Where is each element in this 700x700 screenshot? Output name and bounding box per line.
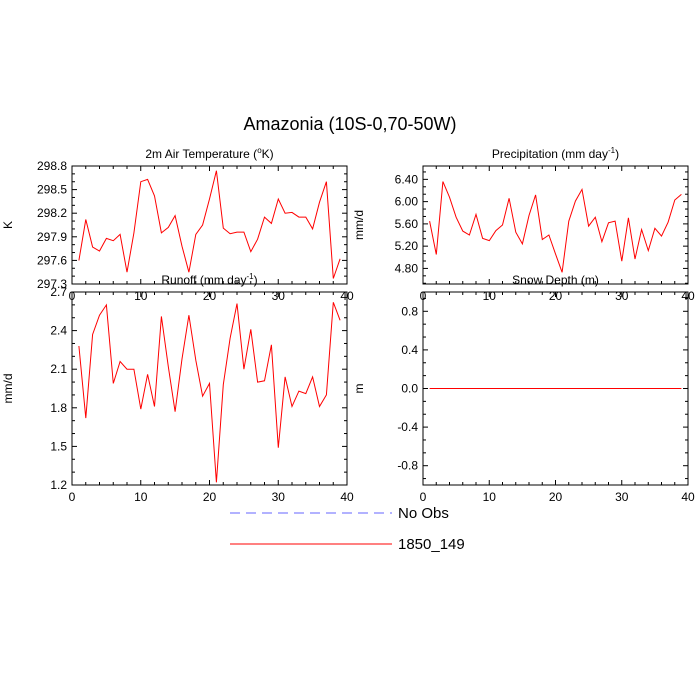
- air-temperature-ylabel: K: [1, 221, 15, 229]
- legend-label-1850-149: 1850_149: [398, 536, 465, 553]
- runoff-xtick-label: 10: [134, 490, 148, 504]
- snow-depth-xtick-label: 0: [420, 490, 427, 504]
- air-temperature-ytick-label: 298.8: [37, 159, 67, 173]
- panels-group: 2m Air Temperature (oK) K 0 10 20 30 40 297.3 29…: [1, 146, 695, 504]
- runoff-series-line: [78, 302, 341, 483]
- panel-air-temperature: 2m Air Temperature (oK)K010203040297.329…: [1, 146, 354, 303]
- snow-depth-ytick-label: 0.8: [401, 304, 418, 318]
- runoff-xtick-label: 0: [69, 490, 76, 504]
- snow-depth-xtick-label: 30: [615, 490, 629, 504]
- legend-label-no-obs: No Obs: [398, 505, 449, 522]
- precipitation-ytick-label: 6.00: [395, 195, 419, 209]
- precipitation-ylabel: mm/d: [352, 210, 366, 240]
- snow-depth-xtick-label: 10: [483, 490, 497, 504]
- precipitation-ytick-label: 4.80: [395, 261, 419, 275]
- runoff-ytick-label: 1.5: [50, 439, 67, 453]
- snow-depth-xtick-label: 40: [681, 490, 695, 504]
- main-title: Amazonia (10S-0,70-50W): [243, 114, 456, 134]
- runoff-title: Runoff (mm day-1): [161, 272, 257, 287]
- precipitation-title: Precipitation (mm day-1): [492, 146, 619, 161]
- runoff-ytick-label: 1.8: [50, 401, 67, 415]
- air-temperature-ytick-label: 297.9: [37, 230, 67, 244]
- runoff-xtick-label: 30: [272, 490, 286, 504]
- runoff-ytick-label: 2.7: [50, 285, 67, 299]
- runoff-ylabel: mm/d: [1, 374, 15, 404]
- precipitation-ytick-label: 5.60: [395, 217, 419, 231]
- air-temperature-ytick-label: 298.2: [37, 206, 67, 220]
- runoff-xtick-label: 20: [203, 490, 217, 504]
- precipitation-ytick-label: 5.20: [395, 239, 419, 253]
- air-temperature-ytick-label: 297.6: [37, 253, 67, 267]
- runoff-xtick-label: 40: [340, 490, 354, 504]
- panel-snow-depth: Snow Depth (m) m 0 10 20 30 40 -0.8 -0.4 0.0 0.4 0.…: [352, 273, 695, 504]
- air-temperature-frame: [71, 165, 348, 285]
- runoff-ytick-label: 2.1: [50, 362, 67, 376]
- snow-depth-ylabel: m: [352, 384, 366, 394]
- snow-depth-ytick-label: 0.0: [401, 382, 418, 396]
- panel-runoff: Runoff (mm day-1) mm/d 0 10 20 30 40 1.2 1.5 1.8 2…: [1, 272, 354, 504]
- precipitation-ytick-label: 6.40: [395, 172, 419, 186]
- snow-depth-title: Snow Depth (m): [512, 273, 599, 287]
- air-temperature-ytick-label: 297.3: [37, 277, 67, 291]
- air-temperature-ytick-label: 298.5: [37, 183, 67, 197]
- legend: No Obs 1850_149: [230, 505, 465, 553]
- snow-depth-ytick-label: -0.4: [397, 420, 418, 434]
- snow-depth-ytick-label: 0.4: [401, 343, 418, 357]
- snow-depth-ytick-label: -0.8: [397, 459, 418, 473]
- air-temperature-series-line: [78, 170, 341, 279]
- precipitation-frame: [422, 165, 689, 285]
- runoff-ytick-label: 1.2: [50, 478, 67, 492]
- precipitation-series-line: [429, 181, 682, 273]
- air-temperature-title: 2m Air Temperature (oK): [145, 146, 273, 161]
- runoff-ytick-label: 2.4: [50, 324, 67, 338]
- snow-depth-xtick-label: 20: [549, 490, 563, 504]
